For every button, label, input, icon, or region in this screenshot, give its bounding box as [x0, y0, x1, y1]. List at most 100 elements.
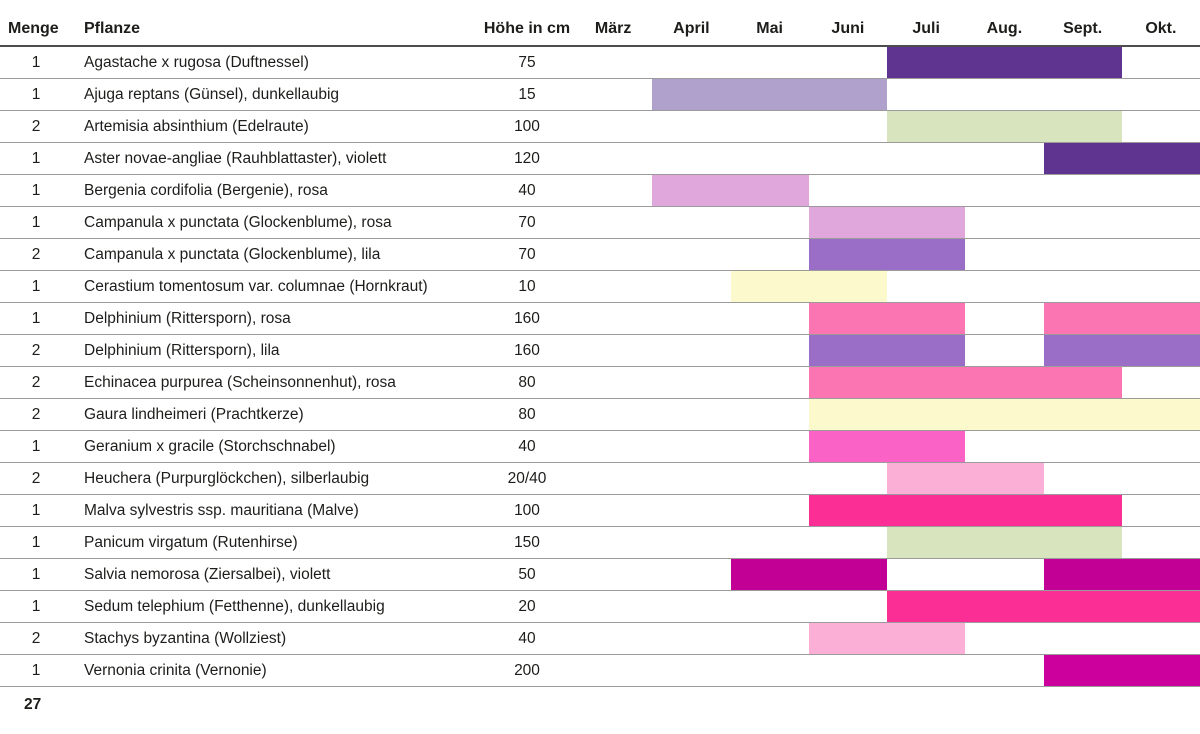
bloom-timeline — [574, 655, 1200, 686]
pflanze-name: Gaura lindheimeri (Prachtkerze) — [84, 405, 304, 423]
bloom-bar — [887, 527, 1122, 558]
pflanze-name: Echinacea purpurea (Scheinsonnenhut), ro… — [84, 373, 396, 391]
hoehe-value: 100 — [514, 501, 540, 519]
pflanze-name: Sedum telephium (Fetthenne), dunkellaubi… — [84, 597, 385, 615]
month-header-maerz: März — [594, 20, 632, 37]
bloom-bar — [808, 207, 966, 238]
table-row: 1 Cerastium tomentosum var. columnae (Ho… — [0, 271, 1200, 303]
bloom-timeline — [574, 239, 1200, 270]
menge-value: 1 — [31, 181, 41, 199]
hoehe-value: 75 — [518, 53, 536, 71]
table-header-row: Menge Pflanze Höhe in cm März April Mai … — [0, 0, 1200, 47]
column-header-hoehe: Höhe in cm — [483, 20, 571, 37]
table-row: 2 Echinacea purpurea (Scheinsonnenhut), … — [0, 367, 1200, 399]
menge-value: 2 — [31, 629, 41, 647]
table-row: 1 Vernonia crinita (Vernonie) 200 — [0, 655, 1200, 687]
bloom-timeline — [574, 367, 1200, 398]
bloom-timeline — [574, 527, 1200, 558]
table-row: 2 Campanula x punctata (Glockenblume), l… — [0, 239, 1200, 271]
menge-value: 1 — [31, 565, 41, 583]
bloom-bar — [808, 495, 1122, 526]
pflanze-name: Campanula x punctata (Glockenblume), lil… — [84, 245, 381, 263]
pflanze-name: Panicum virgatum (Rutenhirse) — [84, 533, 298, 551]
pflanze-name: Heuchera (Purpurglöckchen), silberlaubig — [84, 469, 370, 487]
pflanze-name: Artemisia absinthium (Edelraute) — [84, 117, 309, 135]
table-row: 1 Bergenia cordifolia (Bergenie), rosa 4… — [0, 175, 1200, 207]
table-row: 2 Heuchera (Purpurglöckchen), silberlaub… — [0, 463, 1200, 495]
menge-value: 1 — [31, 309, 41, 327]
bloom-timeline — [574, 431, 1200, 462]
bloom-timeline — [574, 271, 1200, 302]
pflanze-name: Geranium x gracile (Storchschnabel) — [84, 437, 336, 455]
table-row: 1 Salvia nemorosa (Ziersalbei), violett … — [0, 559, 1200, 591]
hoehe-value: 100 — [514, 117, 540, 135]
bloom-timeline — [574, 399, 1200, 430]
menge-value: 1 — [31, 597, 41, 615]
menge-value: 2 — [31, 341, 41, 359]
menge-value: 2 — [31, 405, 41, 423]
hoehe-value: 160 — [514, 309, 540, 327]
bloom-bar — [730, 559, 887, 590]
bloom-timeline — [574, 559, 1200, 590]
pflanze-name: Cerastium tomentosum var. columnae (Horn… — [84, 277, 428, 295]
bloom-bar — [887, 591, 1200, 622]
pflanze-name: Bergenia cordifolia (Bergenie), rosa — [84, 181, 328, 199]
menge-value: 1 — [31, 85, 41, 103]
page-number: 27 — [24, 696, 42, 713]
bloom-bar — [808, 431, 966, 462]
bloom-bar — [652, 175, 809, 206]
pflanze-name: Campanula x punctata (Glockenblume), ros… — [84, 213, 392, 231]
hoehe-value: 80 — [518, 405, 536, 423]
month-header-juni: Juni — [831, 20, 865, 37]
hoehe-value: 40 — [518, 437, 536, 455]
menge-value: 2 — [31, 117, 41, 135]
hoehe-value: 70 — [518, 213, 536, 231]
plant-bloom-table: Menge Pflanze Höhe in cm März April Mai … — [0, 0, 1200, 687]
table-row: 1 Aster novae-angliae (Rauhblattaster), … — [0, 143, 1200, 175]
bloom-bar — [1043, 335, 1200, 366]
bloom-timeline — [574, 303, 1200, 334]
menge-value: 2 — [31, 373, 41, 391]
hoehe-value: 80 — [518, 373, 536, 391]
hoehe-value: 120 — [514, 149, 540, 167]
pflanze-name: Stachys byzantina (Wollziest) — [84, 629, 287, 647]
menge-value: 1 — [31, 213, 41, 231]
bloom-timeline — [574, 79, 1200, 110]
pflanze-name: Malva sylvestris ssp. mauritiana (Malve) — [84, 501, 359, 519]
bloom-bar — [808, 367, 1122, 398]
hoehe-value: 160 — [514, 341, 540, 359]
table-row: 1 Sedum telephium (Fetthenne), dunkellau… — [0, 591, 1200, 623]
hoehe-value: 40 — [518, 629, 536, 647]
pflanze-name: Salvia nemorosa (Ziersalbei), violett — [84, 565, 331, 583]
bloom-bar — [1043, 143, 1200, 174]
hoehe-value: 150 — [514, 533, 540, 551]
table-row: 1 Agastache x rugosa (Duftnessel) 75 — [0, 47, 1200, 79]
month-headers: März April Mai Juni Juli Aug. Sept. Okt. — [574, 20, 1200, 45]
column-header-menge: Menge — [8, 20, 59, 37]
bloom-bar — [887, 463, 1044, 494]
month-header-mai: Mai — [756, 20, 783, 37]
menge-value: 1 — [31, 501, 41, 519]
table-row: 1 Panicum virgatum (Rutenhirse) 150 — [0, 527, 1200, 559]
pflanze-name: Delphinium (Rittersporn), lila — [84, 341, 280, 359]
bloom-timeline — [574, 175, 1200, 206]
bloom-bar — [1043, 303, 1200, 334]
bloom-bar — [808, 335, 966, 366]
pflanze-name: Aster novae-angliae (Rauhblattaster), vi… — [84, 149, 387, 167]
pflanze-name: Ajuga reptans (Günsel), dunkellaubig — [84, 85, 340, 103]
menge-value: 1 — [31, 437, 41, 455]
month-header-april: April — [673, 20, 710, 37]
bloom-timeline — [574, 111, 1200, 142]
pflanze-name: Vernonia crinita (Vernonie) — [84, 661, 267, 679]
menge-value: 1 — [31, 661, 41, 679]
bloom-timeline — [574, 143, 1200, 174]
month-header-okt: Okt. — [1145, 20, 1177, 37]
bloom-bar — [808, 303, 966, 334]
month-header-juli: Juli — [912, 20, 940, 37]
bloom-bar — [1043, 655, 1200, 686]
table-row: 1 Geranium x gracile (Storchschnabel) 40 — [0, 431, 1200, 463]
bloom-timeline — [574, 463, 1200, 494]
table-row: 2 Artemisia absinthium (Edelraute) 100 — [0, 111, 1200, 143]
column-header-pflanze: Pflanze — [84, 20, 141, 37]
table-row: 1 Ajuga reptans (Günsel), dunkellaubig 1… — [0, 79, 1200, 111]
